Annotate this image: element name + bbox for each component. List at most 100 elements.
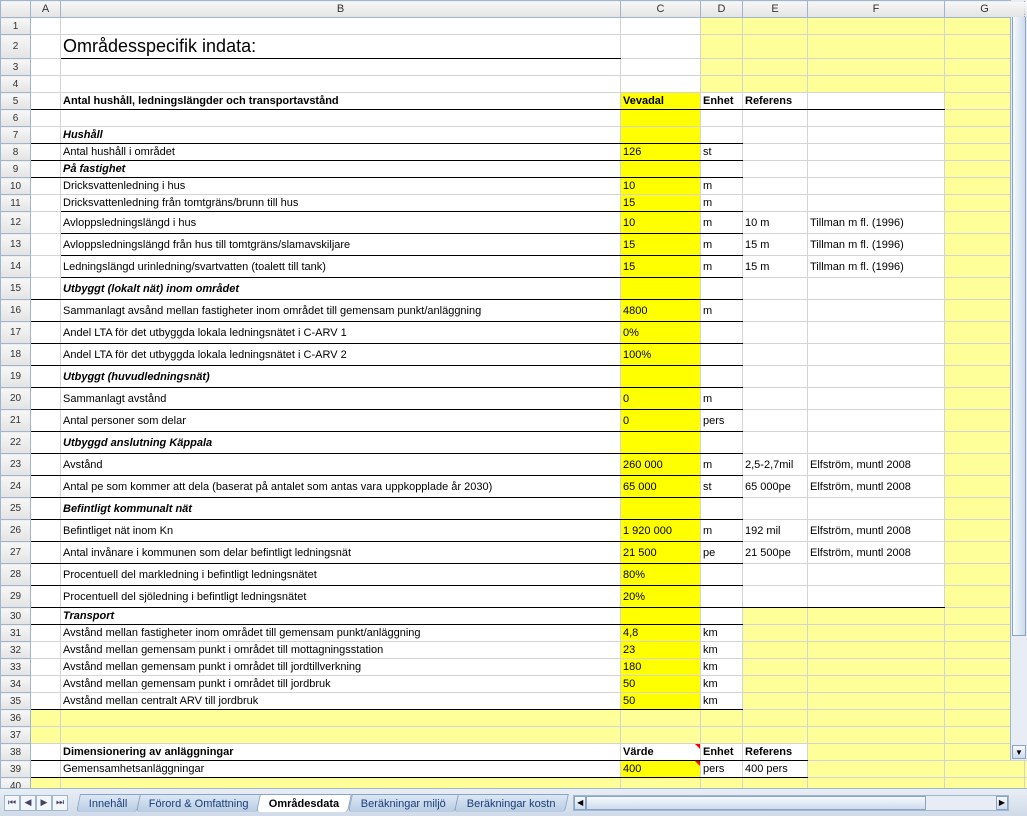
row-header[interactable]: 8 (1, 144, 31, 161)
tab-forord[interactable]: Förord & Omfattning (136, 794, 261, 812)
cell-unit[interactable]: m (701, 454, 743, 476)
cell-ref-f[interactable]: Tillman m fl. (1996) (808, 256, 945, 278)
cell-value[interactable]: 15 (621, 234, 701, 256)
scroll-left-icon[interactable]: ◀ (574, 796, 586, 810)
cell-unit[interactable]: m (701, 388, 743, 410)
cell-value[interactable]: 100% (621, 344, 701, 366)
row-header[interactable]: 35 (1, 693, 31, 710)
tab-nav-prev-icon[interactable]: ◀ (20, 795, 36, 811)
row-header[interactable]: 24 (1, 476, 31, 498)
row-header[interactable]: 16 (1, 300, 31, 322)
row-header[interactable]: 4 (1, 76, 31, 93)
row-header[interactable]: 23 (1, 454, 31, 476)
cell-value[interactable]: 1 920 000 (621, 520, 701, 542)
cell-label[interactable]: Procentuell del markledning i befintligt… (61, 564, 621, 586)
row-header[interactable]: 33 (1, 659, 31, 676)
cell-label[interactable]: Andel LTA för det utbyggda lokala lednin… (61, 344, 621, 366)
row-header[interactable]: 31 (1, 625, 31, 642)
cell-unit[interactable]: m (701, 212, 743, 234)
cell-label[interactable]: Avloppsledningslängd från hus till tomtg… (61, 234, 621, 256)
cell-label[interactable]: Avstånd (61, 454, 621, 476)
cell-ref-f[interactable]: Tillman m fl. (1996) (808, 234, 945, 256)
row-header[interactable]: 18 (1, 344, 31, 366)
cell-label[interactable]: Avstånd mellan gemensam punkt i området … (61, 676, 621, 693)
row-header[interactable]: 11 (1, 195, 31, 212)
cell-value[interactable]: 50 (621, 676, 701, 693)
cell-ref-e[interactable]: 10 m (743, 212, 808, 234)
row-header[interactable]: 12 (1, 212, 31, 234)
row-header[interactable]: 37 (1, 727, 31, 744)
cell-label[interactable]: Gemensamhetsanläggningar (61, 761, 621, 778)
cell-label[interactable]: Procentuell del sjöledning i befintligt … (61, 586, 621, 608)
cell-unit[interactable]: km (701, 625, 743, 642)
cell-label[interactable]: Dricksvattenledning från tomtgräns/brunn… (61, 195, 621, 212)
cell-unit[interactable]: pe (701, 542, 743, 564)
cell-value[interactable]: 15 (621, 256, 701, 278)
cell-value[interactable]: 10 (621, 212, 701, 234)
row-header[interactable]: 27 (1, 542, 31, 564)
cell-unit[interactable]: m (701, 520, 743, 542)
cell-value[interactable]: 65 000 (621, 476, 701, 498)
col-header-G[interactable]: G (945, 1, 1025, 18)
row-header[interactable]: 3 (1, 59, 31, 76)
cell-label[interactable]: Antal hushåll i området (61, 144, 621, 161)
cell-value[interactable]: 400 (621, 761, 701, 778)
cell-ref-f[interactable]: Tillman m fl. (1996) (808, 212, 945, 234)
row-header[interactable]: 17 (1, 322, 31, 344)
cell-label[interactable]: Ledningslängd urinledning/svartvatten (t… (61, 256, 621, 278)
scroll-down-icon[interactable]: ▼ (1012, 745, 1026, 759)
spreadsheet-grid[interactable]: A B C D E F G H 1 2 Områdesspecifik inda… (0, 0, 1027, 788)
cell-unit[interactable]: km (701, 642, 743, 659)
col-header-C[interactable]: C (621, 1, 701, 18)
cell-ref-e[interactable]: 2,5-2,7mil (743, 454, 808, 476)
cell-unit[interactable]: pers (701, 410, 743, 432)
cell-label[interactable]: Avstånd mellan gemensam punkt i området … (61, 659, 621, 676)
cell-label[interactable]: Avstånd mellan fastigheter inom området … (61, 625, 621, 642)
row-header[interactable]: 26 (1, 520, 31, 542)
cell-value[interactable]: 4800 (621, 300, 701, 322)
tab-innehall[interactable]: Innehåll (76, 794, 140, 812)
row-header[interactable]: 25 (1, 498, 31, 520)
col-header-A[interactable]: A (31, 1, 61, 18)
row-header[interactable]: 13 (1, 234, 31, 256)
cell-unit[interactable]: m (701, 234, 743, 256)
cell-value[interactable]: 0 (621, 410, 701, 432)
cell-value[interactable]: 50 (621, 693, 701, 710)
cell-unit[interactable]: st (701, 144, 743, 161)
cell-ref-f[interactable]: Elfström, muntl 2008 (808, 476, 945, 498)
row-header[interactable]: 20 (1, 388, 31, 410)
row-header[interactable]: 10 (1, 178, 31, 195)
row-header[interactable]: 5 (1, 93, 31, 110)
cell-value[interactable]: 21 500 (621, 542, 701, 564)
cell-label[interactable]: Avstånd mellan centralt ARV till jordbru… (61, 693, 621, 710)
cell-label[interactable]: Sammanlagt avsånd mellan fastigheter ino… (61, 300, 621, 322)
scroll-right-icon[interactable]: ▶ (996, 796, 1008, 810)
cell-ref-e[interactable]: 15 m (743, 256, 808, 278)
cell-unit[interactable]: km (701, 676, 743, 693)
cell-value[interactable]: 0% (621, 322, 701, 344)
cell-label[interactable]: Andel LTA för det utbyggda lokala lednin… (61, 322, 621, 344)
cell-value[interactable]: 80% (621, 564, 701, 586)
row-header[interactable]: 38 (1, 744, 31, 761)
row-header[interactable]: 34 (1, 676, 31, 693)
row-header[interactable]: 15 (1, 278, 31, 300)
row-header[interactable]: 19 (1, 366, 31, 388)
hscroll-thumb[interactable] (586, 796, 926, 810)
tab-berakningar-miljo[interactable]: Beräkningar miljö (348, 794, 459, 812)
row-header[interactable]: 9 (1, 161, 31, 178)
row-header[interactable]: 39 (1, 761, 31, 778)
row-header[interactable]: 6 (1, 110, 31, 127)
col-header-D[interactable]: D (701, 1, 743, 18)
cell-label[interactable]: Antal invånare i kommunen som delar befi… (61, 542, 621, 564)
cell-ref-f[interactable]: Elfström, muntl 2008 (808, 542, 945, 564)
cell-unit[interactable]: m (701, 300, 743, 322)
row-header[interactable]: 30 (1, 608, 31, 625)
row-header[interactable]: 14 (1, 256, 31, 278)
cell-value[interactable]: 20% (621, 586, 701, 608)
cell-unit[interactable]: km (701, 693, 743, 710)
cell-label[interactable]: Avstånd mellan gemensam punkt i området … (61, 642, 621, 659)
cell-value[interactable]: 0 (621, 388, 701, 410)
cell-label[interactable]: Antal pe som kommer att dela (baserat på… (61, 476, 621, 498)
cell-value[interactable]: 10 (621, 178, 701, 195)
col-header-E[interactable]: E (743, 1, 808, 18)
